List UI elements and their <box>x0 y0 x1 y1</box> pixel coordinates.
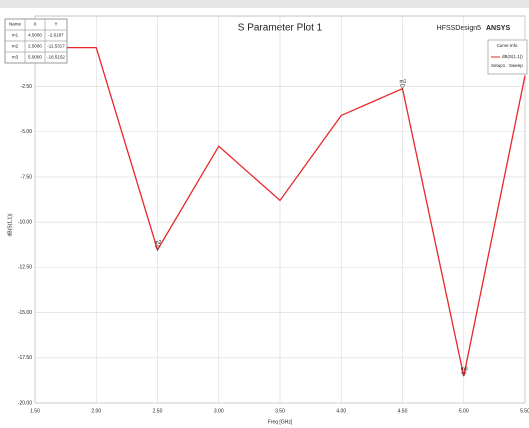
legend-setup: Setup1 : Sweep <box>491 63 523 68</box>
y-tick-label: -5.00 <box>21 129 33 135</box>
legend-entry: dB(S(1,1)) <box>502 54 523 59</box>
legend-title: Curve Info <box>497 43 518 48</box>
marker-triangle <box>154 245 161 251</box>
table-text: X <box>33 22 36 27</box>
x-tick-label: 4.50 <box>398 408 408 414</box>
x-tick-label: 2.00 <box>91 408 101 414</box>
table-text: 2.5000 <box>28 44 42 49</box>
x-tick-label: 4.00 <box>336 408 346 414</box>
x-tick-label: 3.50 <box>275 408 285 414</box>
table-text: m2 <box>12 44 19 49</box>
table-text: -18.5152 <box>47 55 65 60</box>
table-text: Y <box>54 22 57 27</box>
x-tick-label: 2.50 <box>153 408 163 414</box>
y-tick-label: -2.50 <box>21 84 33 90</box>
brand: ANSYS <box>486 25 510 32</box>
top-strip <box>0 0 529 8</box>
table-cell <box>44 51 68 64</box>
x-tick-label: 5.50 <box>520 408 529 414</box>
table-text: m3 <box>12 55 19 60</box>
x-tick-label: 1.50 <box>30 408 40 414</box>
table-text: -2.6187 <box>48 33 64 38</box>
y-tick-label: -20.00 <box>18 400 32 406</box>
x-tick-label: 5.00 <box>459 408 469 414</box>
table-text: m1 <box>12 33 19 38</box>
y-axis-label: dB(S(1,1)) <box>7 213 13 236</box>
marker-triangle <box>460 371 467 377</box>
y-tick-label: -12.50 <box>18 265 32 271</box>
marker-label: m3 <box>461 366 468 372</box>
marker-label: m1 <box>400 79 407 85</box>
table-text: 5.0000 <box>28 55 42 60</box>
x-axis-label: Freq [GHz] <box>268 419 293 425</box>
design-name: HFSSDesign5 <box>437 25 481 32</box>
x-tick-label: 3.00 <box>214 408 224 414</box>
table-text: 4.5000 <box>28 33 42 38</box>
y-tick-label: -17.50 <box>18 355 32 361</box>
y-tick-label: -10.00 <box>18 219 32 225</box>
table-text: Name <box>9 22 22 27</box>
marker-label: m2 <box>155 240 162 246</box>
y-tick-label: -15.00 <box>18 310 32 316</box>
marker-triangle <box>399 84 406 90</box>
table-text: -11.5317 <box>47 44 65 49</box>
y-tick-label: -7.50 <box>21 174 33 180</box>
series-line <box>35 46 526 377</box>
